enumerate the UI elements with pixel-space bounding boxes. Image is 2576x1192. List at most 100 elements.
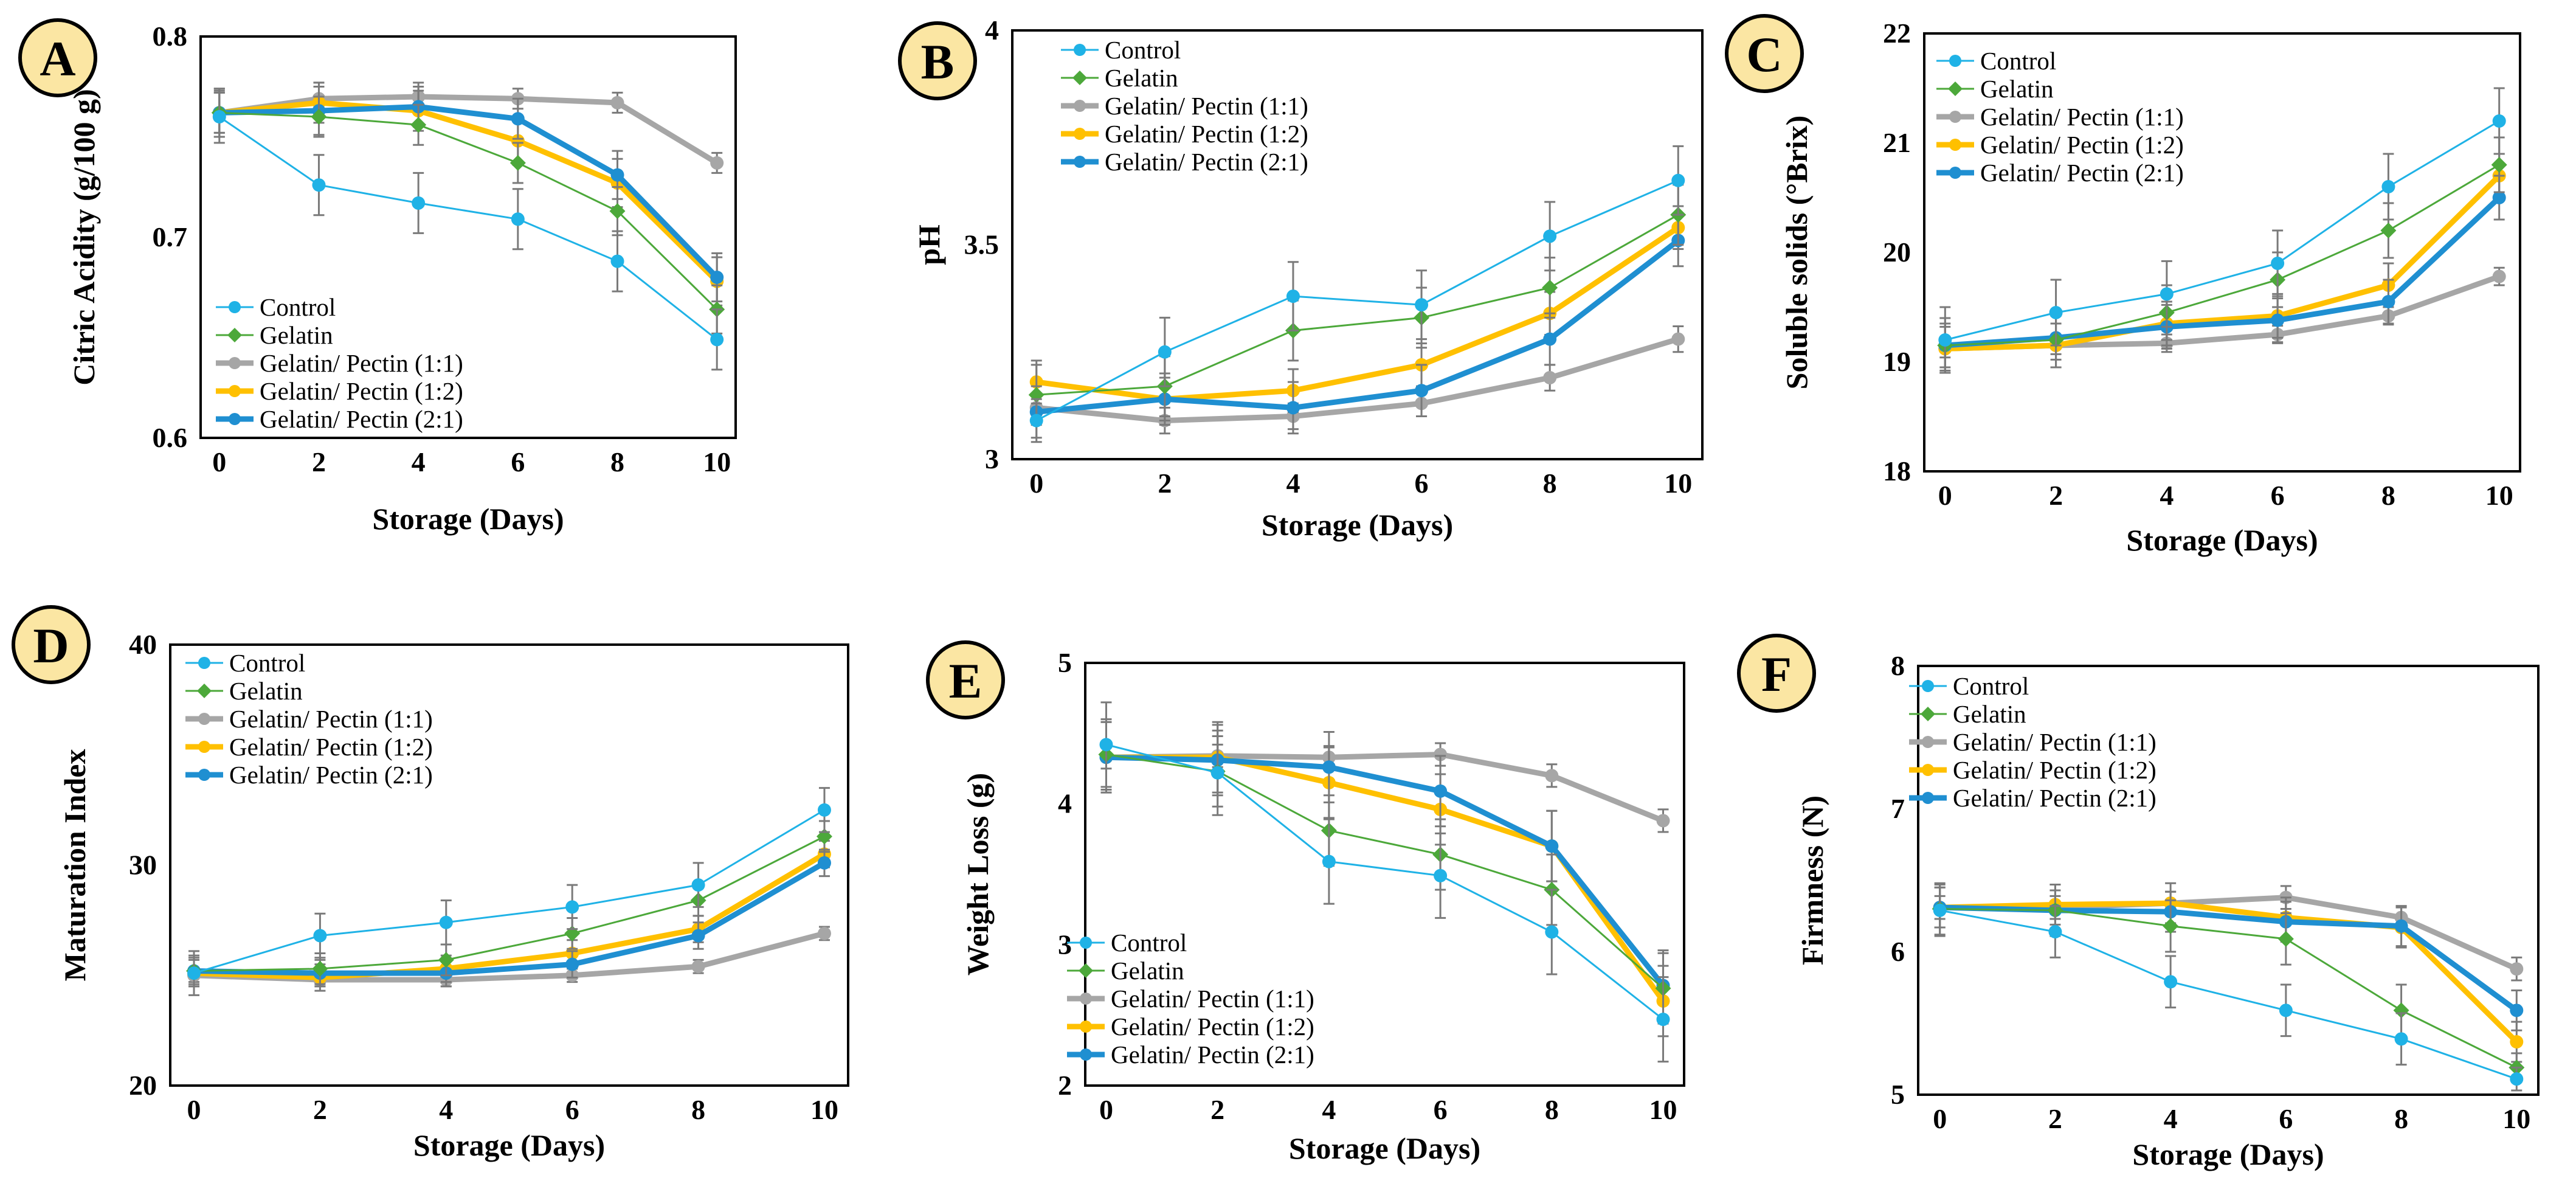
chart-panel-d: 20 30 40 0 2 4 6 8 10 Storage (Days) Maturation In…	[12, 605, 849, 1162]
data-point	[212, 110, 226, 123]
x-tick-label: 6	[1415, 468, 1429, 499]
data-point	[312, 960, 328, 977]
y-tick-label: 0.7	[153, 221, 188, 252]
legend-swatch-marker	[1074, 44, 1086, 56]
y-tick-label: 3.5	[964, 229, 1000, 260]
legend-swatch-marker	[1921, 707, 1935, 721]
legend-swatch-marker	[198, 657, 210, 669]
panel-badge-circle	[926, 640, 1005, 719]
series-line	[219, 100, 719, 283]
legend-label: Control	[1980, 47, 2056, 75]
series-line	[218, 116, 718, 341]
data-point	[817, 803, 831, 817]
chart-panel-a: 0.6 0.7 0.8 0 2 4 6 8 10 Storage (Days) Citric Aci…	[18, 18, 737, 536]
x-tick-label: 10	[1649, 1094, 1677, 1125]
data-point	[610, 168, 624, 182]
legend-swatch-marker	[227, 328, 242, 342]
chart-panel-c: 18 19 20 21 22 0 2 4 6 8 10 Storage (Days) Soluble s…	[1725, 14, 2521, 557]
data-point	[313, 929, 327, 943]
x-tick-label: 2	[312, 446, 326, 477]
y-tick-label: 30	[129, 850, 157, 881]
plot-frame	[1011, 29, 1704, 460]
data-point	[2271, 257, 2285, 270]
x-tick-label: 4	[2164, 1103, 2178, 1134]
legend-label: Control	[229, 649, 305, 677]
legend-label: Gelatin	[1953, 700, 2026, 728]
legend-label: Gelatin/ Pectin (1:2)	[1105, 120, 1308, 148]
x-tick-label: 6	[2271, 480, 2285, 511]
data-point	[2510, 1072, 2524, 1086]
y-tick-label: 5	[1058, 647, 1072, 678]
x-tick-label: 2	[1158, 468, 1172, 499]
y-tick-label: 7	[1891, 793, 1905, 824]
data-point	[1656, 1013, 1670, 1027]
legend-label: Gelatin/ Pectin (1:1)	[1111, 985, 1314, 1013]
legend-swatch-marker	[1922, 764, 1934, 776]
x-tick-label: 0	[212, 446, 226, 477]
plot-frame	[1917, 665, 2540, 1096]
x-tick-label: 8	[691, 1094, 705, 1125]
data-point	[2164, 975, 2178, 989]
x-tick-label: 2	[2049, 480, 2063, 511]
data-point	[2492, 114, 2506, 128]
plot-frame	[169, 643, 849, 1087]
panel-letter: A	[40, 31, 75, 86]
x-tick-label: 0	[187, 1094, 201, 1125]
data-point	[2394, 1032, 2408, 1046]
data-point	[691, 929, 705, 943]
series-line	[193, 860, 826, 976]
legend-swatch-marker	[1922, 680, 1934, 692]
legend-label: Gelatin/ Pectin (1:2)	[1111, 1013, 1314, 1041]
panel-badge-circle	[12, 605, 91, 684]
panel-badge-circle	[1725, 14, 1804, 93]
data-point	[187, 966, 201, 980]
data-point	[2160, 287, 2174, 301]
panel-badge: E	[926, 640, 1005, 719]
legend-label: Gelatin/ Pectin (1:1)	[260, 349, 463, 377]
legend-swatch-marker	[1074, 100, 1086, 112]
x-tick-label: 4	[2160, 480, 2174, 511]
y-axis-title: Maturation Index	[58, 749, 92, 982]
panel-badge: B	[898, 21, 977, 100]
data-point	[1322, 760, 1336, 774]
data-point	[511, 112, 525, 126]
data-point	[511, 212, 525, 226]
x-tick-label: 8	[2381, 480, 2395, 511]
legend-label: Gelatin/ Pectin (2:1)	[260, 405, 463, 433]
data-point	[710, 156, 724, 170]
data-point	[1543, 332, 1557, 346]
legend-label: Gelatin	[260, 321, 333, 349]
series-control	[187, 787, 831, 996]
legend-label: Gelatin	[1105, 64, 1178, 92]
legend-swatch-marker	[1922, 792, 1934, 804]
x-tick-label: 8	[1543, 468, 1557, 499]
x-tick-label: 6	[2279, 1103, 2293, 1134]
legend-label: Gelatin	[229, 677, 303, 705]
data-point	[1543, 371, 1557, 385]
data-point	[2510, 962, 2524, 976]
series-control	[1029, 145, 1685, 443]
x-axis-title: Storage (Days)	[372, 502, 564, 536]
x-tick-label: 4	[412, 446, 426, 477]
legend-label: Control	[1953, 672, 2029, 700]
chart-panel-f: 5 6 7 8 0 2 4 6 8 10 Storage (Days) Firmness (N) Con…	[1737, 634, 2540, 1171]
x-tick-label: 6	[565, 1094, 579, 1125]
data-point	[1545, 925, 1559, 939]
data-point	[1415, 384, 1429, 398]
data-point	[1099, 738, 1113, 752]
data-point	[311, 109, 327, 125]
legend-swatch-marker	[1072, 71, 1087, 85]
series-control	[1933, 884, 2524, 1092]
y-tick-label: 5	[1891, 1079, 1905, 1110]
legend-label: Gelatin	[1111, 957, 1184, 985]
data-point	[1543, 229, 1557, 243]
y-tick-label: 4	[1058, 788, 1072, 819]
y-tick-label: 0.6	[153, 422, 188, 453]
data-point	[410, 117, 427, 133]
data-point	[565, 900, 579, 914]
y-tick-label: 18	[1883, 456, 1911, 487]
panel-badge: F	[1737, 634, 1816, 713]
